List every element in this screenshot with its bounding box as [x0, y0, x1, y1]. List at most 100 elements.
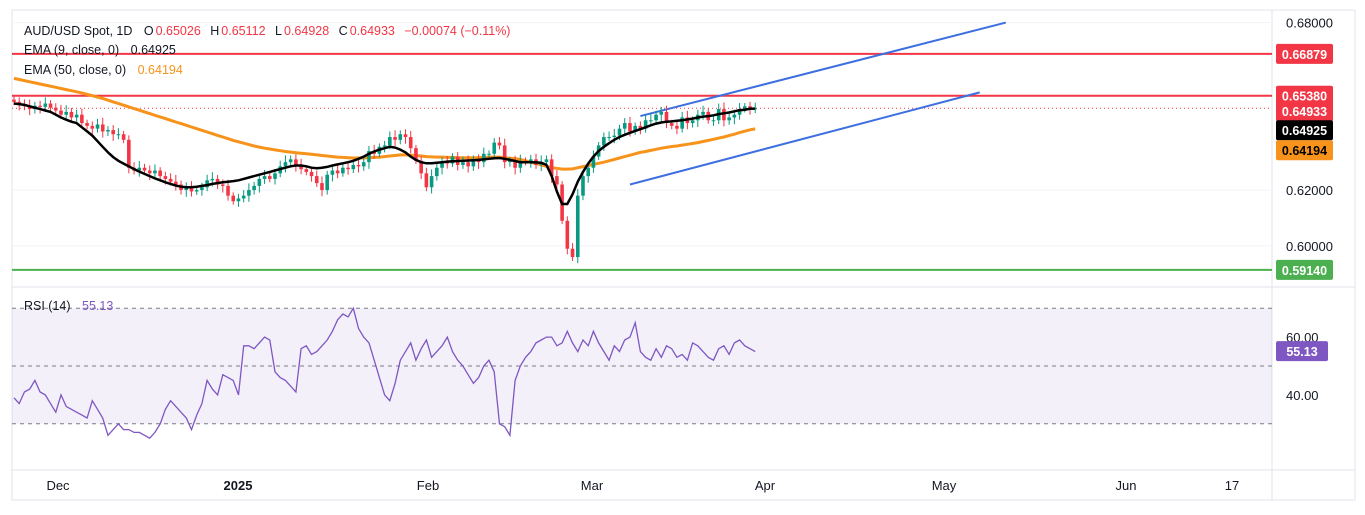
candle-up: [137, 167, 142, 171]
candle-up: [262, 176, 267, 179]
price-tick-label: 0.62000: [1286, 183, 1333, 198]
candle-down: [59, 110, 63, 115]
ema50-label: EMA (50, close, 0): [24, 63, 127, 77]
candle-up: [659, 111, 664, 115]
candle-up: [330, 170, 335, 175]
time-tick-label: May: [932, 478, 957, 493]
candle-down: [127, 139, 131, 168]
candle-down: [163, 176, 168, 179]
price-tag-ema9: [1276, 120, 1333, 141]
high-label: H: [210, 24, 220, 38]
candle-down: [309, 171, 314, 177]
price-tag-label: 0.64925: [1282, 124, 1327, 138]
low-label: L: [275, 24, 282, 38]
chart-frame: [11, 9, 1356, 501]
candle-up: [361, 162, 366, 167]
candle-up: [367, 150, 371, 163]
candle-up: [236, 198, 241, 202]
candle-down: [85, 123, 89, 126]
candle-up: [643, 120, 648, 129]
candle-down: [419, 160, 423, 174]
candle-down: [393, 137, 397, 140]
candle-down: [80, 114, 84, 124]
candle-up: [701, 111, 705, 115]
candle-up: [382, 145, 387, 147]
candle-up: [351, 164, 356, 170]
price-tick-label: 0.60000: [1286, 239, 1333, 254]
candle-down: [675, 125, 679, 129]
candle-up: [492, 142, 497, 154]
time-tick-label: Apr: [755, 478, 776, 493]
candle-up: [528, 159, 533, 163]
candle-down: [100, 124, 105, 132]
candle-down: [142, 167, 147, 171]
candle-up: [690, 120, 695, 124]
candle-up: [64, 111, 68, 115]
candle-up: [74, 114, 79, 118]
candle-down: [638, 125, 643, 129]
candle-up: [602, 137, 606, 146]
candle-up: [247, 190, 251, 196]
candle-down: [424, 173, 429, 188]
low-value: 0.64928: [284, 24, 330, 38]
close-value: 0.64933: [349, 24, 395, 38]
candle-up: [617, 128, 622, 136]
ema50-value: 0.64194: [137, 63, 183, 77]
candle-down: [304, 169, 309, 172]
candle-up: [440, 162, 444, 168]
change-value: −0.00074 (−0.11%): [404, 24, 511, 38]
ema9-legend: EMA (9, close, 0) 0.64925: [24, 42, 178, 58]
candle-down: [414, 148, 418, 161]
candle-up: [341, 167, 345, 174]
rsi-value-tag: [1276, 341, 1328, 362]
candle-down: [12, 99, 16, 102]
rsi-tick-label: 40.00: [1286, 388, 1319, 403]
candle-up: [680, 117, 684, 129]
candle-up: [654, 114, 658, 121]
candle-up: [633, 125, 637, 132]
candle-up: [106, 130, 110, 132]
candle-up: [591, 156, 596, 168]
candle-up: [743, 106, 747, 110]
price-tag-label: 0.59140: [1282, 264, 1327, 278]
candle-down: [267, 176, 272, 179]
candle-down: [346, 167, 350, 170]
candle-down: [664, 111, 669, 124]
candle-down: [570, 248, 575, 258]
ohlc-legend: AUD/USD Spot, 1D O 0.65026 H 0.65112 L 0.64…: [24, 23, 512, 39]
candle-up: [288, 159, 293, 163]
candle-up: [508, 160, 512, 163]
time-tick-label: Mar: [581, 478, 604, 493]
ema50-line: [13, 76, 756, 171]
candle-up: [471, 159, 476, 167]
ema9-line: [13, 102, 756, 206]
channel-upper-line: [640, 21, 1007, 118]
candle-up: [581, 176, 585, 196]
candle-down: [502, 145, 507, 163]
candle-down: [27, 106, 32, 110]
candle-down: [628, 123, 632, 132]
rsi-line: [13, 306, 756, 440]
candle-down: [294, 159, 298, 165]
candle-up: [325, 174, 329, 191]
candle-up: [429, 176, 434, 188]
ema9-label: EMA (9, close, 0): [24, 43, 120, 57]
candle-up: [753, 108, 758, 110]
candle-up: [435, 167, 439, 177]
candle-down: [158, 170, 162, 177]
candle-up: [575, 195, 580, 258]
candle-down: [90, 125, 95, 129]
high-value: 0.65112: [221, 24, 266, 38]
time-tick-label: 17: [1225, 478, 1239, 493]
candle-down: [555, 176, 559, 185]
channel-lower-line: [629, 91, 980, 186]
candle-down: [565, 220, 570, 249]
price-tag-support: [1276, 259, 1333, 280]
candle-up: [737, 109, 742, 115]
candle-down: [497, 142, 502, 146]
price-tag-resistance: [1276, 43, 1333, 64]
candle-up: [622, 123, 627, 129]
candle-down: [189, 187, 194, 192]
candle-down: [722, 109, 726, 121]
